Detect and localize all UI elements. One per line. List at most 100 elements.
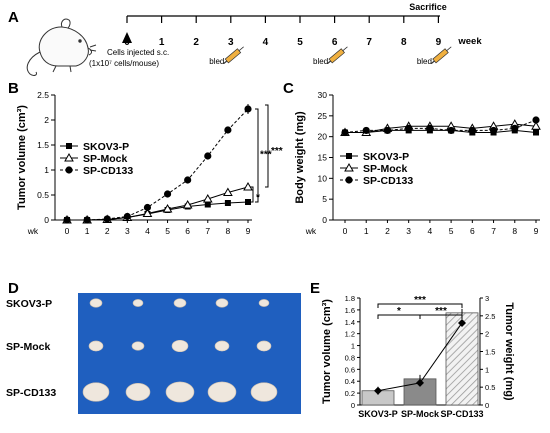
marker-triangle — [531, 121, 541, 130]
x-tick-label: 2 — [105, 226, 110, 236]
x-tick-label: 2 — [385, 226, 390, 236]
marker-triangle — [223, 187, 233, 196]
x-tick-label: 5 — [165, 226, 170, 236]
x-tick-label: SP-CD133 — [440, 409, 483, 419]
y-tick-label: 1 — [44, 165, 49, 175]
tumor-sample — [89, 298, 103, 308]
y2-tick-label: 1 — [485, 365, 489, 374]
tumor-sample — [171, 339, 189, 353]
significance-bracket — [265, 104, 269, 188]
marker-diamond — [374, 386, 382, 395]
marker-circle — [63, 216, 71, 224]
y-tick-label: 0 — [351, 401, 355, 410]
timeline-tick-label: 3 — [228, 37, 234, 48]
legend-entry: SKOV3-P — [363, 151, 409, 163]
legend-entry: SP-Mock — [83, 153, 128, 165]
x-tick-label: 4 — [428, 226, 433, 236]
significance-bracket — [250, 186, 254, 203]
marker-square — [533, 129, 539, 136]
marker-square — [66, 143, 72, 149]
y2-tick-label: 3 — [485, 294, 489, 303]
bled-label: bled — [313, 57, 328, 66]
timeline-tick-label: 5 — [297, 37, 303, 48]
tumor-sample — [214, 340, 230, 352]
y2-tick-label: 2.5 — [485, 312, 495, 321]
marker-triangle — [344, 162, 354, 172]
endpoint-chart: 0 0.2 0.4 0.6 0.8 1 1.2 1.4 1.6 1.8 0 0.5 1 1.5 2 2.5 3 T… — [321, 294, 515, 419]
tumor-sample — [88, 340, 104, 352]
marker-circle — [184, 176, 192, 184]
tumor-sample — [207, 381, 237, 403]
marker-diamond — [416, 378, 424, 387]
syringe-barrel — [224, 48, 242, 64]
syringe-needle — [342, 46, 348, 52]
x-prefix-label: wk — [27, 226, 39, 236]
y-tick-label: 30 — [318, 90, 328, 100]
x-tick-label: 8 — [226, 226, 231, 236]
panel-c-label: C — [283, 80, 294, 97]
marker-circle — [163, 190, 172, 198]
x-tick-label: 3 — [125, 226, 130, 236]
y-tick-label: 1 — [351, 342, 355, 351]
y2-tick-label: 1.5 — [485, 348, 495, 357]
marker-circle — [123, 212, 131, 221]
cells-injected-label: Cells injected s.c. — [107, 48, 169, 57]
tumor-sample — [250, 382, 278, 402]
syringe-icon — [430, 46, 452, 65]
marker-circle — [224, 126, 232, 134]
series-line-sp-cd133 — [67, 108, 249, 221]
significance-label: *** — [271, 146, 283, 157]
x-tick-label: 9 — [534, 226, 539, 236]
y-tick-label: 15 — [318, 153, 328, 163]
cells-dose-label: (1x10⁷ cells/mouse) — [89, 59, 159, 68]
x-tick-label: SKOV3-P — [358, 409, 398, 419]
legend-entry: SP-CD133 — [83, 165, 133, 177]
syringe-needle — [446, 46, 452, 52]
y-tick-label: 5 — [322, 194, 327, 204]
marker-circle — [341, 128, 349, 137]
marker-circle — [532, 116, 540, 124]
significance-label: *** — [435, 306, 447, 317]
y2-tick-label: 0 — [485, 401, 489, 410]
x-tick-label: 7 — [205, 226, 210, 236]
mouse-illustration — [26, 18, 97, 76]
timeline-tick-label: 2 — [193, 37, 199, 48]
marker-circle — [143, 203, 152, 212]
body-weight-chart: 0 5 10 15 20 25 30 0 1 2 3 4 5 6 7 8 9 wk Body weight (mg)… — [294, 90, 541, 236]
tumor-sample — [131, 341, 145, 351]
significance-label: *** — [260, 150, 272, 161]
y-tick-label: 1.8 — [345, 294, 355, 303]
syringe-plunger — [430, 60, 435, 65]
marker-circle — [103, 215, 111, 223]
x-tick-label: 4 — [145, 226, 150, 236]
y-tick-label: 20 — [318, 132, 328, 142]
y-tick-label: 1.4 — [345, 318, 355, 327]
marker-circle — [447, 126, 455, 135]
panel-a-label: A — [8, 9, 19, 26]
y-axis-label: Tumor volume (cm³) — [321, 299, 333, 404]
marker-circle — [345, 176, 353, 184]
marker-circle — [405, 124, 413, 132]
row-label: SP-CD133 — [6, 387, 56, 399]
significance-label: * — [256, 193, 260, 204]
syringe-plunger — [327, 60, 331, 65]
tumor-sample — [256, 340, 272, 352]
legend-entry: SP-CD133 — [363, 175, 413, 187]
y-tick-label: 1.5 — [37, 140, 49, 150]
significance-bracket — [255, 108, 259, 203]
timeline-tick-label: 8 — [401, 37, 407, 48]
syringe-barrel — [328, 48, 345, 64]
y-tick-label: 0.8 — [345, 353, 355, 362]
significance-bracket — [419, 314, 463, 319]
y-tick-label: 2 — [44, 115, 49, 125]
syringe-icon — [223, 46, 244, 65]
x-tick-label: 6 — [470, 226, 475, 236]
syringe-icon — [327, 46, 348, 65]
timeline-tick-label: 7 — [366, 37, 372, 48]
y-tick-label: 0.2 — [345, 389, 355, 398]
bled-label: bled — [209, 57, 224, 66]
marker-triangle — [64, 152, 74, 162]
y-tick-label: 25 — [318, 111, 328, 121]
marker-circle — [65, 166, 73, 174]
syringe-barrel — [432, 48, 449, 64]
